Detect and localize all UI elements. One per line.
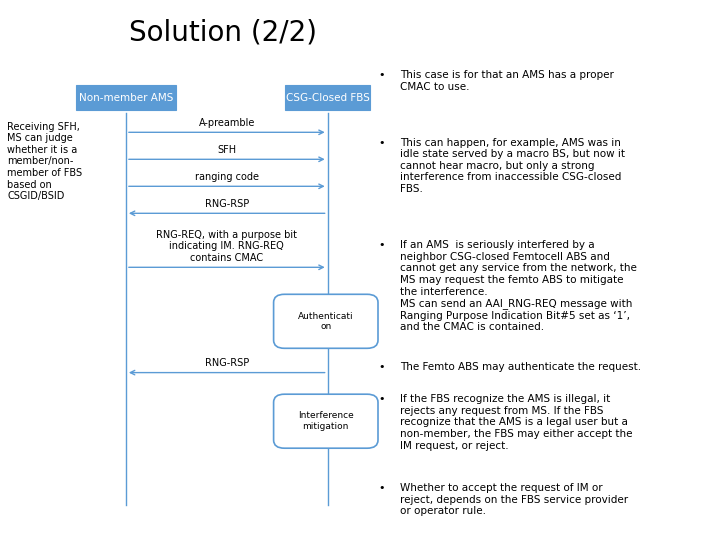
Text: SFH: SFH	[217, 145, 236, 155]
Text: RNG-REQ, with a purpose bit
indicating IM. RNG-REQ
contains CMAC: RNG-REQ, with a purpose bit indicating I…	[156, 230, 297, 263]
Text: The Femto ABS may authenticate the request.: The Femto ABS may authenticate the reque…	[400, 362, 641, 372]
Text: RNG-RSP: RNG-RSP	[204, 358, 249, 368]
Text: •: •	[378, 138, 385, 148]
Text: •: •	[378, 362, 385, 372]
Text: Solution (2/2): Solution (2/2)	[129, 19, 318, 47]
Text: If the FBS recognize the AMS is illegal, it
rejects any request from MS. If the : If the FBS recognize the AMS is illegal,…	[400, 394, 632, 450]
Text: •: •	[378, 483, 385, 494]
Text: Receiving SFH,
MS can judge
whether it is a
member/non-
member of FBS
based on
C: Receiving SFH, MS can judge whether it i…	[7, 122, 82, 201]
Text: ranging code: ranging code	[195, 172, 258, 182]
FancyBboxPatch shape	[285, 85, 371, 110]
Text: •: •	[378, 70, 385, 80]
Text: Non-member AMS: Non-member AMS	[78, 93, 174, 103]
Text: •: •	[378, 240, 385, 251]
Text: This can happen, for example, AMS was in
idle state served by a macro BS, but no: This can happen, for example, AMS was in…	[400, 138, 625, 194]
Text: •: •	[378, 394, 385, 404]
FancyBboxPatch shape	[274, 294, 378, 348]
Text: If an AMS  is seriously interfered by a
neighbor CSG-closed Femtocell ABS and
ca: If an AMS is seriously interfered by a n…	[400, 240, 636, 333]
FancyBboxPatch shape	[76, 85, 176, 110]
Text: Authenticati
on: Authenticati on	[298, 312, 354, 331]
Text: A-preamble: A-preamble	[199, 118, 255, 128]
Text: CSG-Closed FBS: CSG-Closed FBS	[286, 93, 369, 103]
Text: This case is for that an AMS has a proper
CMAC to use.: This case is for that an AMS has a prope…	[400, 70, 613, 92]
Text: Whether to accept the request of IM or
reject, depends on the FBS service provid: Whether to accept the request of IM or r…	[400, 483, 628, 516]
Text: RNG-RSP: RNG-RSP	[204, 199, 249, 209]
FancyBboxPatch shape	[274, 394, 378, 448]
Text: Interference
mitigation: Interference mitigation	[298, 411, 354, 431]
